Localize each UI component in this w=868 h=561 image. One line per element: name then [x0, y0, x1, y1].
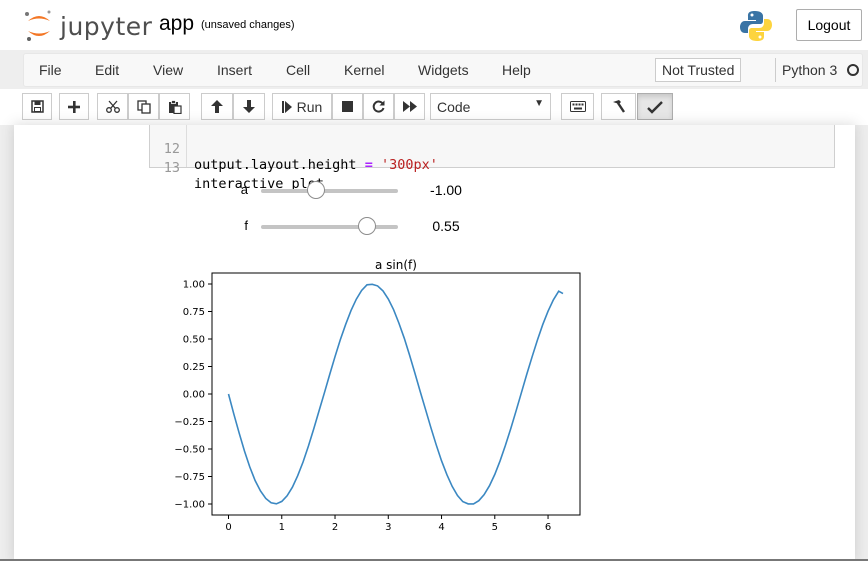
python-logo-icon — [740, 11, 772, 41]
y-tick-label: −0.75 — [174, 472, 205, 483]
save-icon — [30, 100, 44, 113]
code-text: interactive_plot — [194, 176, 325, 192]
x-tick-label: 2 — [332, 522, 338, 533]
y-tick-label: −0.50 — [174, 445, 205, 456]
jupyter-logo[interactable]: jupyter — [24, 9, 159, 43]
hammer-icon — [613, 100, 625, 113]
jupyter-logo-icon — [25, 10, 51, 41]
x-tick-label: 5 — [492, 522, 498, 533]
chart-title: a sin(f) — [375, 258, 417, 272]
menu-cell[interactable]: Cell — [286, 62, 311, 78]
logout-button[interactable]: Logout — [796, 9, 862, 41]
kernel-idle-icon — [847, 64, 859, 76]
sine-plot: a sin(f) 0 1 2 3 4 5 6 1.00 0.75 0.50 0.25 0.00 −0.25… — [174, 258, 581, 533]
line-number-gutter — [186, 125, 187, 167]
slider-label: f — [244, 218, 248, 233]
y-tick-label: 0.50 — [183, 335, 205, 346]
x-tick-label: 4 — [438, 522, 444, 533]
y-tick-label: 0.00 — [183, 390, 205, 401]
y-tick-label: −1.00 — [174, 500, 205, 511]
code-string: '300px' — [380, 157, 438, 173]
insert-cell-button[interactable] — [59, 93, 89, 120]
trust-status-button[interactable]: Not Trusted — [655, 58, 742, 82]
slider-value[interactable]: -1.00 — [430, 182, 462, 198]
x-tick-label: 6 — [545, 522, 551, 533]
restart-icon — [372, 100, 385, 113]
notebook-title[interactable]: app — [159, 12, 195, 35]
stop-icon — [342, 101, 353, 112]
code-line: 13 interactive_plot — [150, 144, 324, 192]
slider-handle[interactable] — [306, 181, 325, 199]
kernel-name: Python 3 — [775, 58, 837, 82]
copy-button[interactable] — [128, 93, 159, 120]
x-tick-label: 0 — [225, 522, 231, 533]
restart-run-all-button[interactable] — [394, 93, 425, 120]
bottom-border — [0, 559, 868, 561]
dropdown-caret-icon: ▼ — [534, 98, 544, 109]
menu-file[interactable]: File — [39, 62, 62, 78]
code-token: output.layout.height — [194, 157, 365, 173]
code-token — [373, 157, 381, 173]
plot-area — [211, 272, 581, 516]
x-tick-label: 1 — [279, 522, 285, 533]
slider-label: a — [240, 182, 248, 197]
jupyter-wordmark: jupyter — [60, 11, 153, 41]
save-button[interactable] — [22, 93, 52, 120]
slider-value[interactable]: 0.55 — [432, 218, 460, 234]
code-line: 12 output.layout.height = '300px' — [150, 125, 438, 173]
menu-view[interactable]: View — [153, 62, 184, 78]
x-tick-label: 3 — [385, 522, 391, 533]
cell-type-value: Code — [437, 98, 471, 115]
slider-track[interactable] — [261, 225, 398, 229]
save-status: (unsaved changes) — [201, 19, 295, 31]
run-button[interactable]: Run — [272, 93, 332, 120]
series-line — [227, 283, 564, 505]
interrupt-button[interactable] — [332, 93, 363, 120]
menu-edit[interactable]: Edit — [95, 62, 120, 78]
y-tick-label: −0.25 — [174, 417, 205, 428]
move-up-button[interactable] — [201, 93, 233, 120]
paste-icon — [168, 99, 182, 114]
build-button[interactable] — [601, 93, 636, 120]
run-icon — [281, 100, 292, 113]
move-down-button[interactable] — [233, 93, 265, 120]
y-tick-label: 0.75 — [183, 307, 205, 318]
menu-kernel[interactable]: Kernel — [344, 62, 385, 78]
code-cell-input[interactable]: 12 output.layout.height = '300px' 13 int… — [149, 125, 835, 192]
arrow-up-icon — [211, 100, 223, 113]
slider-handle[interactable] — [358, 217, 377, 235]
toolbar: Run — [0, 89, 868, 125]
paste-button[interactable] — [159, 93, 190, 120]
line-number: 13 — [163, 160, 180, 176]
code-operator: = — [364, 157, 373, 173]
code-text: output.layout.height = '300px' — [194, 157, 438, 173]
menu-help[interactable]: Help — [502, 62, 531, 78]
spellcheck-icon — [647, 100, 663, 114]
arrow-down-icon — [243, 100, 255, 113]
command-palette-button[interactable] — [561, 93, 594, 120]
header-bar: jupyter app (unsaved changes) Logout — [0, 0, 868, 50]
keyboard-icon — [569, 101, 586, 112]
y-tick-label: 1.00 — [183, 280, 205, 291]
plus-icon — [68, 100, 80, 113]
menu-insert[interactable]: Insert — [217, 62, 253, 78]
fast-forward-icon — [402, 101, 417, 112]
slider-track[interactable] — [261, 189, 398, 193]
cell-type-select[interactable]: Code ▼ — [430, 93, 551, 120]
copy-icon — [136, 99, 151, 114]
spellcheck-button[interactable] — [637, 93, 673, 120]
run-label: Run — [296, 98, 323, 115]
line-number: 12 — [163, 141, 180, 157]
menu-widgets[interactable]: Widgets — [418, 62, 469, 78]
y-tick-label: 0.25 — [183, 362, 205, 373]
cut-button[interactable] — [97, 93, 128, 120]
cut-icon — [105, 100, 120, 113]
restart-button[interactable] — [363, 93, 394, 120]
